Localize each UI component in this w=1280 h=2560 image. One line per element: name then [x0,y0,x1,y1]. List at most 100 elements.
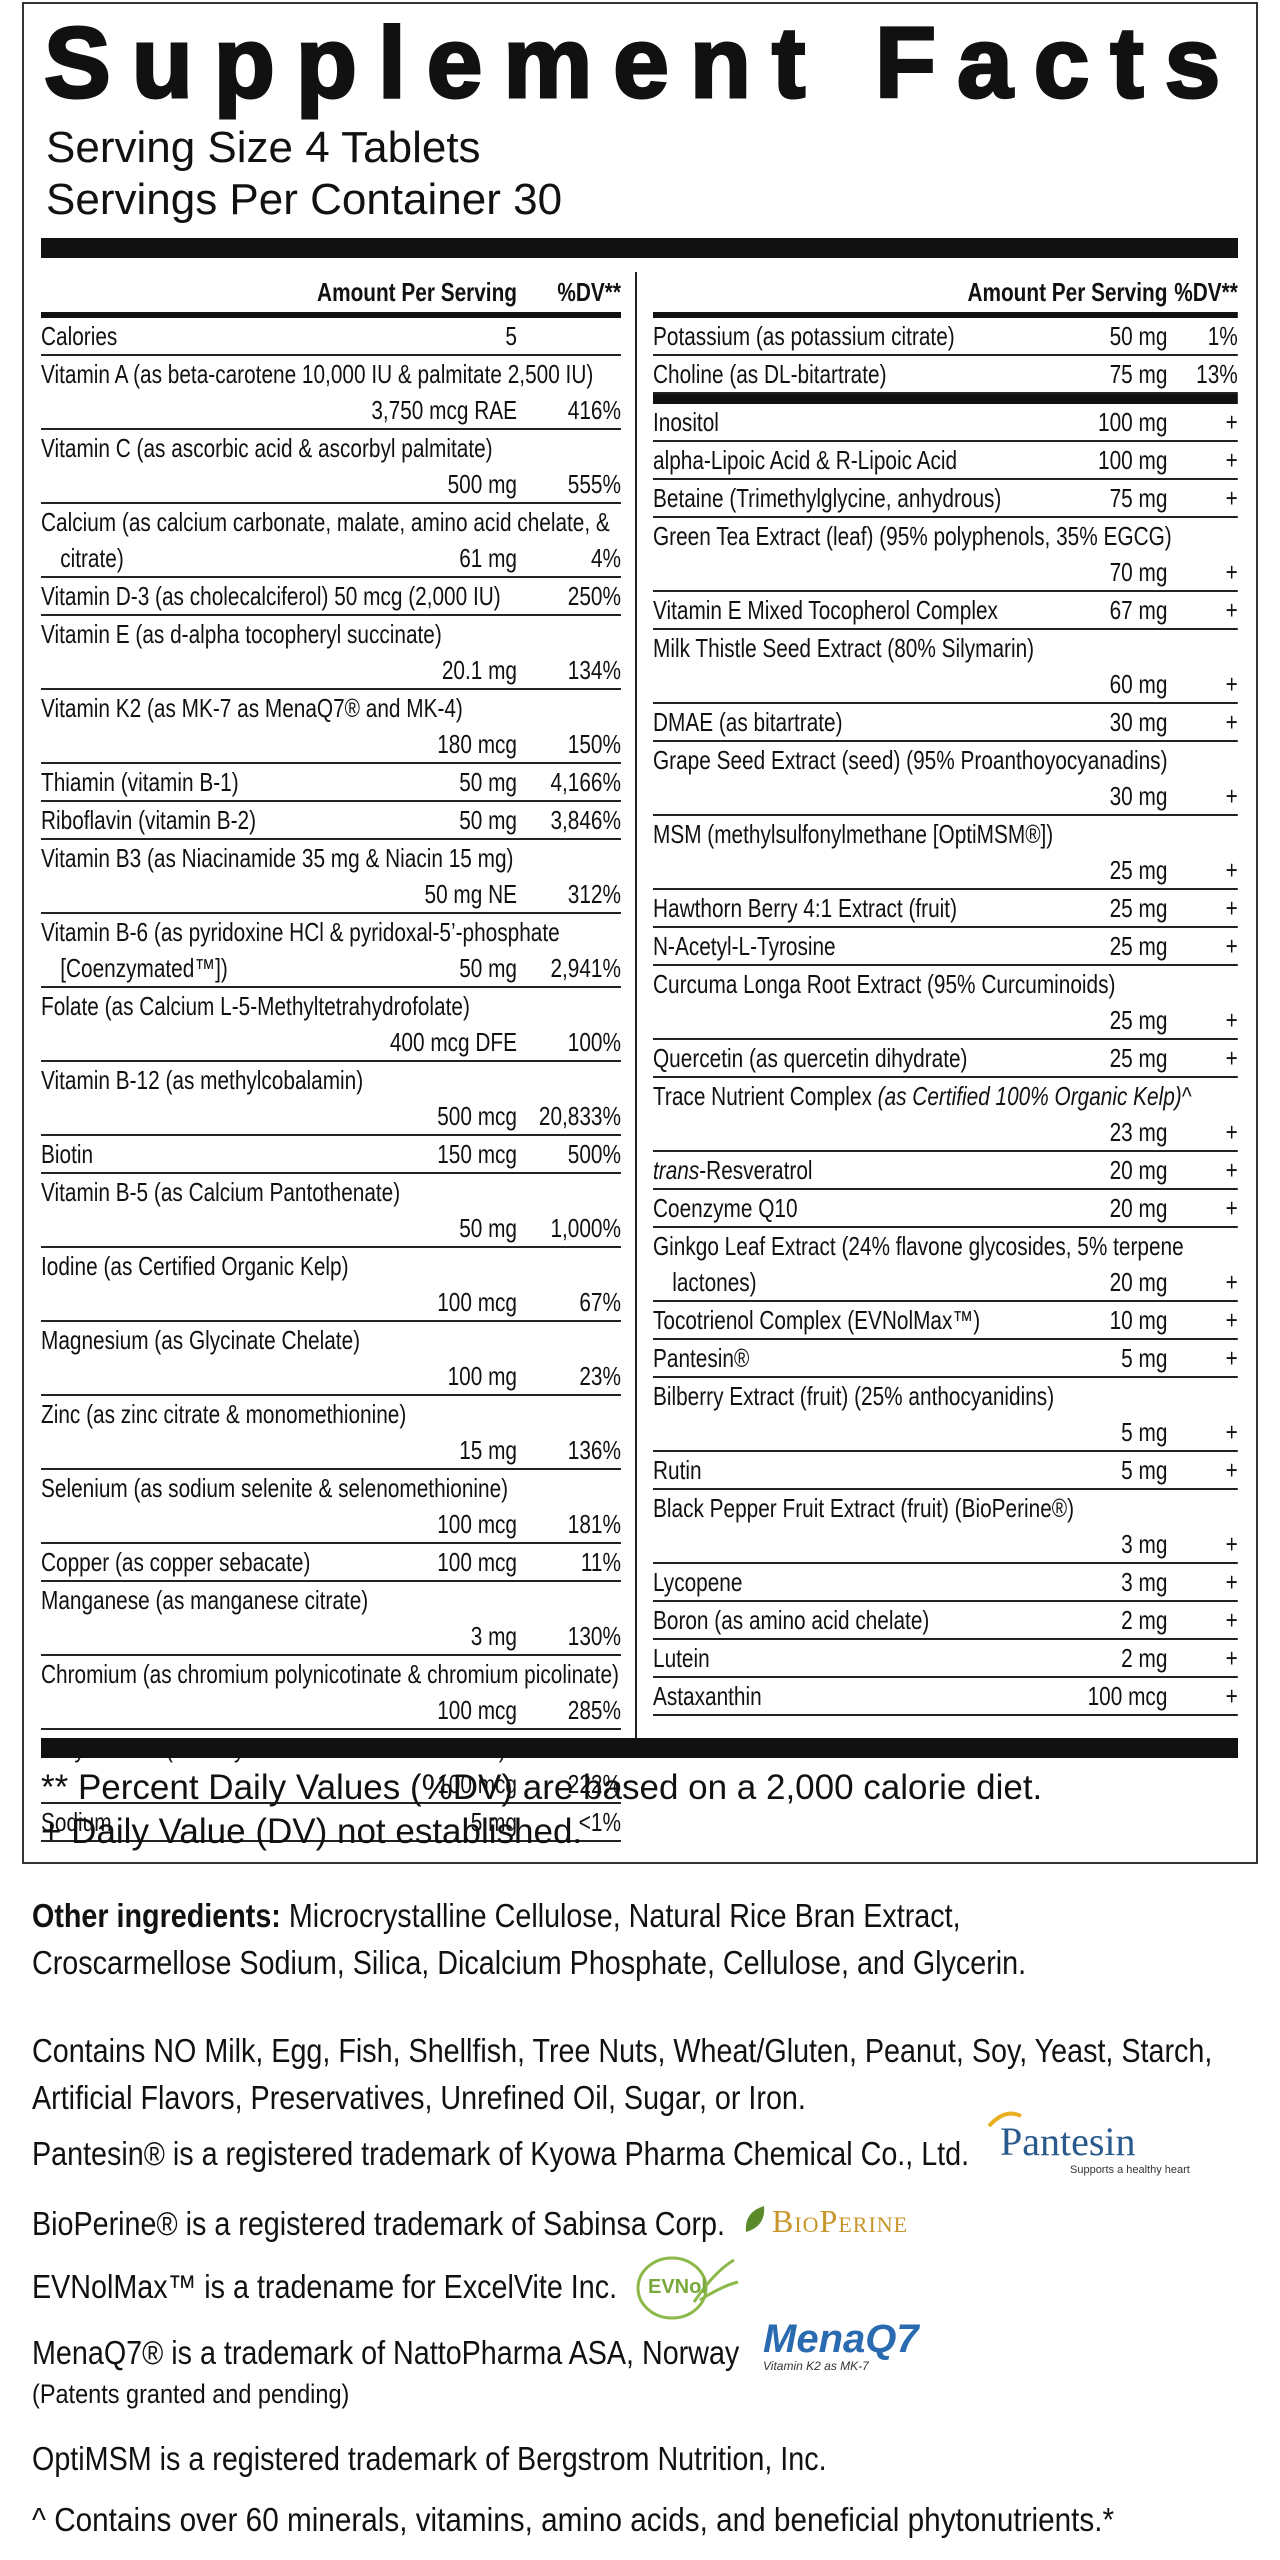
bioperine-logo: BioPerine [772,2203,909,2239]
spacer [60,1124,346,1125]
daily-value: 4% [590,543,621,573]
nutrient-name: Vitamin D-3 (as cholecalciferol) 50 mcg … [41,581,501,611]
amount: 5 mg [1121,1343,1168,1373]
daily-value: + [1225,1043,1238,1073]
other-ingredients-label: Other ingredients: [32,1897,281,1934]
trademark: Pantesin® is a registered trademark of K… [32,2135,970,2172]
column-header: Amount Per Serving %DV** [41,268,621,318]
fact-row: Rutin 5 mg + [653,1452,1238,1490]
spacer [757,1290,970,1291]
left-column: Amount Per Serving %DV** Calories 5 Vitamin … [41,268,621,1842]
spacer [672,1440,885,1441]
fact-row: Vitamin E Mixed Tocopherol Complex 67 mg + [653,592,1238,630]
fact-row: Coenzyme Q10 20 mg + [653,1190,1238,1228]
nutrient-name: trans-Resveratrol [653,1155,813,1185]
nutrient-name: Green Tea Extract (leaf) (95% polyphenol… [653,521,1172,551]
daily-value: 1% [1207,321,1238,351]
amount: 500 mcg [437,1101,517,1131]
daily-value: + [1225,595,1238,625]
amount: 30 mg [1109,707,1168,737]
daily-value: 312% [567,879,621,909]
fact-row: Tocotrienol Complex (EVNolMax™) 10 mg + [653,1302,1238,1340]
daily-value: 23% [579,1361,621,1391]
daily-value: 1,000% [550,1213,621,1243]
daily-value: 20,833% [538,1101,621,1131]
amount: 23 mg [1109,1117,1168,1147]
amount: 100 mcg [437,1287,517,1317]
trademark: MenaQ7® is a trademark of NattoPharma AS… [32,2334,740,2371]
spacer [60,1532,346,1533]
right-column: Amount Per Serving %DV** Potassium (as pot… [653,268,1238,1716]
footnote-note: ^ Contains over 60 minerals, vitamins, a… [32,2501,1115,2538]
amount: 20 mg [1109,1193,1168,1223]
patents: (Patents granted and pending) [32,2379,350,2409]
other-ingredients: Other ingredients: Microcrystalline Cell… [32,1892,1111,1986]
fact-row: Calcium (as calcium carbonate, malate, a… [41,504,621,578]
nutrient-name: Quercetin (as quercetin dihydrate) [653,1043,968,1073]
fact-row: Manganese (as manganese citrate) 3 mg 130% [41,1582,621,1656]
fact-row: Lutein 2 mg + [653,1640,1238,1678]
fact-row: Ginkgo Leaf Extract (24% flavone glycosi… [653,1228,1238,1302]
nutrient-name: Bilberry Extract (fruit) (25% anthocyani… [653,1381,1055,1411]
fact-row: Vitamin A (as beta-carotene 10,000 IU & … [41,356,621,430]
spacer [762,1704,975,1705]
daily-value: + [1225,1455,1238,1485]
daily-value: 222% [567,1769,621,1799]
amount: 70 mg [1109,557,1168,587]
fact-row: Black Pepper Fruit Extract (fruit) (BioP… [653,1490,1238,1564]
amount: 100 mg [1098,407,1168,437]
daily-value: 134% [567,655,621,685]
nutrient-name: Vitamin E (as d-alpha tocopheryl succina… [41,619,442,649]
nutrient-name: Vitamin B-6 (as pyridoxine HCl & pyridox… [41,917,560,983]
nutrient-name: Boron (as amino acid chelate) [653,1605,930,1635]
amount: 20 mg [1109,1267,1168,1297]
spacer [702,1478,915,1479]
spacer [672,1140,885,1141]
spacer [710,1666,923,1667]
fact-row: Zinc (as zinc citrate & monomethionine) 1… [41,1396,621,1470]
fact-row: Quercetin (as quercetin dihydrate) 25 mg + [653,1040,1238,1078]
nutrient-name: Lutein [653,1643,710,1673]
fact-row: Potassium (as potassium citrate) 50 mg 1% [653,318,1238,356]
nutrient-name: Vitamin B-12 (as methylcobalamin) [41,1065,364,1095]
nutrient-name: Tocotrienol Complex (EVNolMax™) [653,1305,981,1335]
nutrient-name: MSM (methylsulfonylmethane [OptiMSM®]) [653,819,1054,849]
name-part: Trace Nutrient Complex [653,1081,878,1111]
evnol-logo: EVNol [648,2276,707,2298]
nutrient-name: Hawthorn Berry 4:1 Extract (fruit) [653,893,957,923]
title: Supplement Facts [42,7,1242,120]
spacer [836,954,1049,955]
spacer [672,580,885,581]
daily-value: + [1225,893,1238,923]
spacer [60,902,346,903]
fact-row: Sodium 5 mg <1% [41,1804,621,1842]
dv-header: %DV** [557,277,621,307]
fact-row: Vitamin E (as d-alpha tocopheryl succina… [41,616,621,690]
amount: 100 mcg [1087,1681,1168,1711]
spacer [672,1028,885,1029]
spacer [60,678,346,679]
serving-size: Serving Size 4 Tablets [46,123,481,172]
amount: 50 mg [459,953,517,983]
footnote: ** Percent Daily Values (%DV) are based … [41,1768,1043,1807]
amount: 5 [505,321,517,351]
fact-row: Biotin 150 mcg 500% [41,1136,621,1174]
fact-row: DMAE (as bitartrate) 30 mg + [653,704,1238,742]
nutrient-name: Calcium (as calcium carbonate, malate, a… [41,507,610,573]
spacer [60,1718,346,1719]
amount: 100 mcg [437,1547,517,1577]
spacer [60,1050,346,1051]
amount: 61 mg [459,543,517,573]
fact-row: Vitamin B-6 (as pyridoxine HCl & pyridox… [41,914,621,988]
amount: 100 mg [1098,445,1168,475]
nutrient-name: Curcuma Longa Root Extract (95% Curcumin… [653,969,1116,999]
nutrient-name: Vitamin K2 (as MK-7 as MenaQ7® and MK-4) [41,693,463,723]
fact-row: N-Acetyl-L-Tyrosine 25 mg + [653,928,1238,966]
daily-value: 100% [567,1027,621,1057]
amount: 180 mcg [437,729,517,759]
nutrient-name: Riboflavin (vitamin B-2) [41,805,256,835]
fact-row: Grape Seed Extract (seed) (95% Proanthoy… [653,742,1238,816]
daily-value: 250% [567,581,621,611]
trademark: EVNolMax™ is a tradename for ExcelVite I… [32,2268,618,2305]
daily-value: + [1225,1681,1238,1711]
